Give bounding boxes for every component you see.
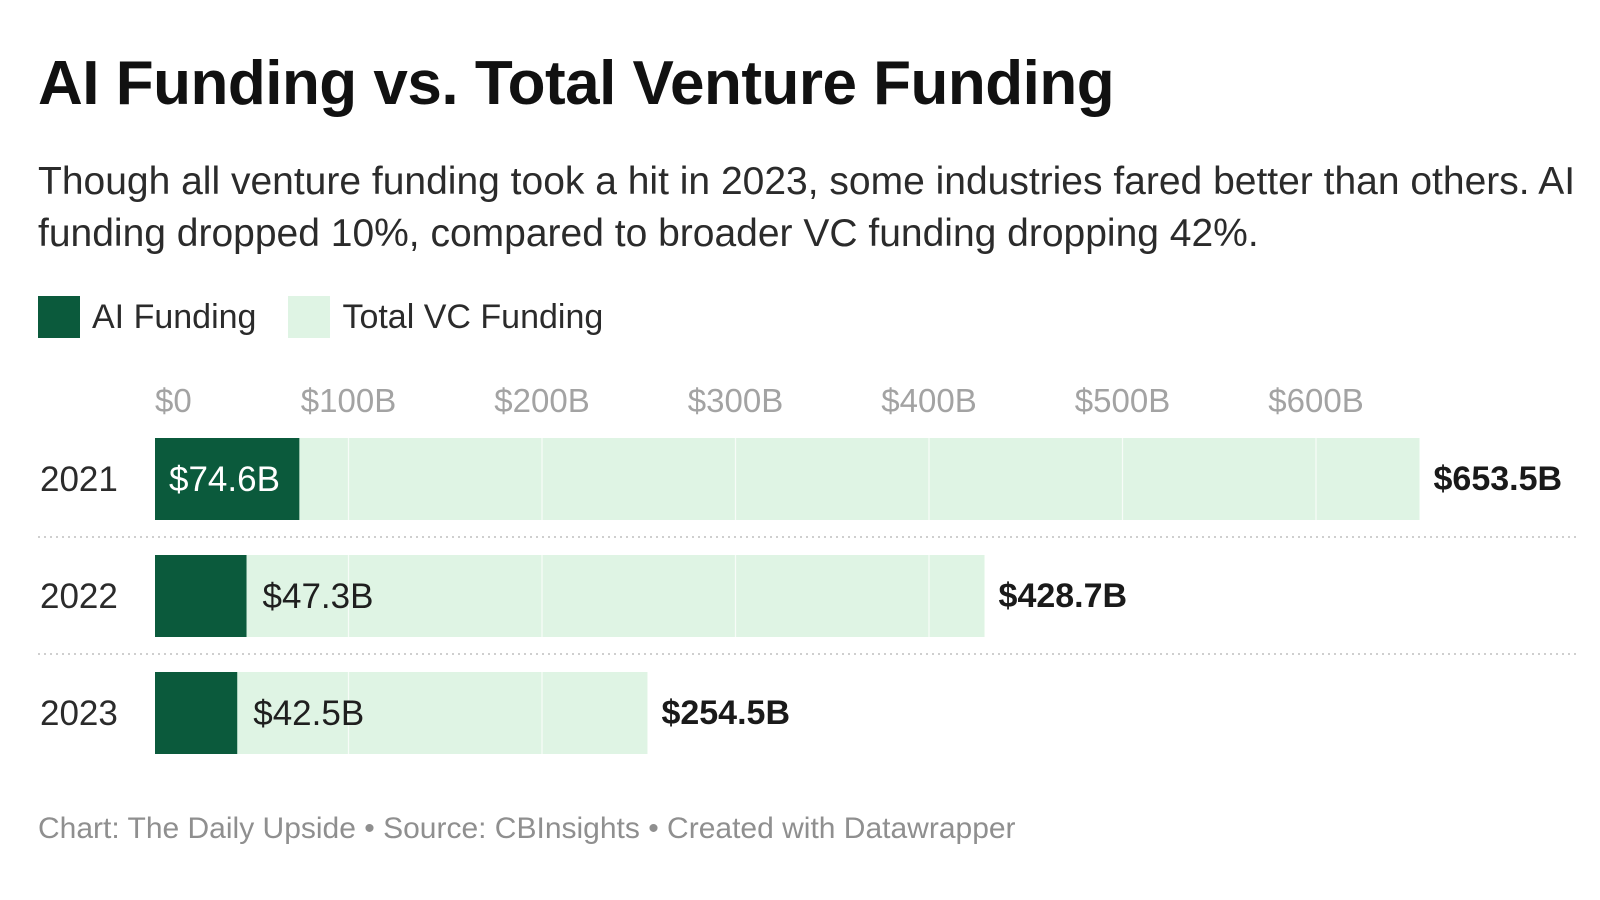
- legend-item-total-vc-funding: Total VC Funding: [288, 296, 603, 338]
- x-tick-label: $200B: [494, 382, 589, 419]
- category-label: 2021: [40, 460, 118, 499]
- total-value-label: $254.5B: [661, 694, 790, 732]
- x-tick-label: $500B: [1075, 382, 1170, 419]
- legend-item-ai-funding: AI Funding: [38, 296, 256, 338]
- total-value-label: $653.5B: [1434, 460, 1563, 498]
- bar-ai-funding: [155, 672, 238, 754]
- chart-legend: AI Funding Total VC Funding: [38, 296, 635, 338]
- legend-swatch-total-vc-funding: [288, 296, 331, 338]
- bar-total-vc-funding: [155, 438, 1420, 520]
- ai-value-label: $42.5B: [253, 694, 364, 733]
- legend-swatch-ai-funding: [38, 296, 80, 338]
- x-tick-label: $400B: [881, 382, 976, 419]
- chart-subtitle: Though all venture funding took a hit in…: [38, 160, 1576, 255]
- ai-value-label: $74.6B: [169, 460, 280, 499]
- bar-ai-funding: [155, 438, 300, 520]
- legend-label-ai-funding: AI Funding: [92, 297, 257, 336]
- category-label: 2023: [40, 694, 118, 733]
- ai-value-label: $47.3B: [263, 577, 374, 616]
- x-tick-label: $300B: [688, 382, 783, 419]
- legend-label-total-vc-funding: Total VC Funding: [342, 297, 604, 336]
- chart-title: AI Funding vs. Total Venture Funding: [38, 49, 1115, 118]
- bar-total-vc-funding: [155, 555, 985, 637]
- bar-ai-funding: [155, 555, 247, 637]
- x-tick-label: $100B: [301, 382, 396, 419]
- total-value-label: $428.7B: [999, 577, 1128, 615]
- x-tick-label: $0: [155, 382, 192, 419]
- x-tick-label: $600B: [1268, 382, 1363, 419]
- category-label: 2022: [40, 577, 118, 616]
- chart-footer: Chart: The Daily Upside • Source: CBInsi…: [38, 812, 1016, 845]
